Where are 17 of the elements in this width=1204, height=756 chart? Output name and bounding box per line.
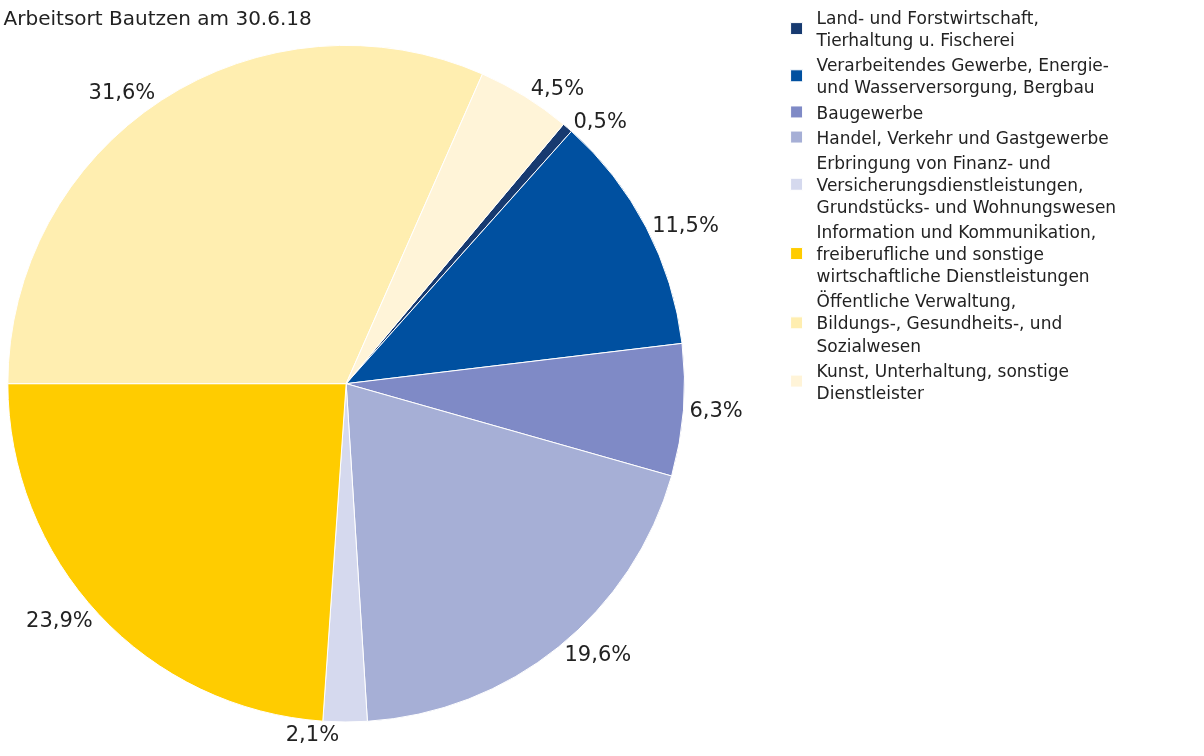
legend-label: Handel, Verkehr und Gastgewerbe: [816, 127, 1109, 148]
legend-label: Information und Kommunikation, freiberufliche und sonstige wirtschaftliche Dienstleistungen: [816, 222, 1097, 287]
data-label: 19,6%: [564, 642, 632, 667]
data-label: 31,6%: [88, 79, 156, 104]
legend-label: Öffentliche Verwaltung, Bildungs-, Gesundheits-, und Sozialwesen: [816, 290, 1063, 356]
data-label: 2,1%: [285, 721, 340, 746]
legend-label: Erbringung von Finanz- und Versicherungsdienstleistungen, Grundstücks- und Wohnungswesen: [816, 152, 1117, 217]
data-label: 4,5%: [530, 75, 585, 100]
legend-label: Verarbeitendes Gewerbe, Energie- und Wasserversorgung, Bergbau: [816, 55, 1109, 98]
data-label: 23,9%: [26, 608, 93, 633]
data-label: 11,5%: [652, 212, 719, 237]
data-label: 0,5%: [573, 108, 627, 133]
chart-title: Arbeitsort Bautzen am 30.6.18: [3, 6, 312, 31]
legend-label: Kunst, Unterhaltung, sonstige Dienstleister: [816, 360, 1070, 403]
data-label: 6,3%: [689, 398, 743, 423]
legend-label: Baugewerbe: [816, 102, 924, 123]
legend-label: Land- und Forstwirtschaft, Tierhaltung u. Fischerei: [815, 8, 1039, 51]
